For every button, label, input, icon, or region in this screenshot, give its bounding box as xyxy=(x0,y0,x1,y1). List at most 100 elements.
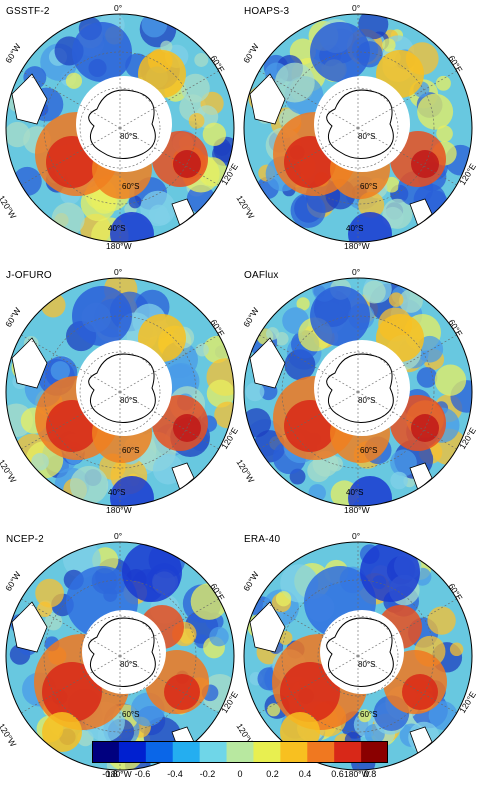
colorbar-outline xyxy=(92,741,388,763)
longitude-gridline xyxy=(357,655,457,714)
colorbar-segment xyxy=(172,741,201,763)
lon-label-180w: 180°W xyxy=(106,769,132,779)
lat-label-80s: 80°S xyxy=(358,660,376,669)
south-america-landmass xyxy=(11,337,48,389)
lat-label-40s: 40°S xyxy=(108,224,126,233)
map-border xyxy=(243,13,473,243)
lon-label-0: 0° xyxy=(352,267,361,277)
colorbar-segment xyxy=(280,741,308,763)
longitude-gridline xyxy=(259,391,359,450)
longitude-gridline xyxy=(357,70,457,129)
longitude-gridline xyxy=(119,334,219,393)
polar-map xyxy=(243,277,473,507)
lat-label-40s: 40°S xyxy=(346,488,364,497)
lat-label-40s: 40°S xyxy=(108,488,126,497)
map-panel: GSSTF-2 0° 180°W 60°W 60°E 120°W 120°E 80°S 60°S… xyxy=(0,4,240,252)
lat-label-60s: 60°S xyxy=(360,446,378,455)
panel-title: NCEP-2 xyxy=(6,534,44,545)
new-zealand-landmass xyxy=(171,198,195,227)
lon-label-180w: 180°W xyxy=(106,241,132,251)
longitude-gridline xyxy=(119,127,219,186)
lat-label-80s: 80°S xyxy=(358,396,376,405)
colorbar-segment xyxy=(92,741,120,763)
polar-map xyxy=(5,13,235,243)
longitude-gridline xyxy=(21,598,121,657)
polar-map xyxy=(5,277,235,507)
colorbar-segment xyxy=(199,741,228,763)
longitude-gridline xyxy=(357,598,457,657)
lon-label-180w: 180°W xyxy=(344,769,370,779)
longitude-gridline xyxy=(259,655,359,714)
colorbar-tick-label: -0.6 xyxy=(134,769,151,779)
lat-label-80s: 80°S xyxy=(120,132,138,141)
map-panel: HOAPS-3 0° 180°W 60°W 60°E 120°W 120°E 80°S 60°S… xyxy=(234,3,478,252)
lat-label-80s: 80°S xyxy=(120,396,138,405)
map-panel: ERA-400°180°W60°W60°E120°W120°E80°S60°S4… xyxy=(234,532,478,780)
lon-label-0: 0° xyxy=(114,267,123,277)
colorbar-segment xyxy=(145,741,174,763)
longitude-gridline xyxy=(259,70,359,129)
map-border xyxy=(243,541,473,771)
longitude-gridline xyxy=(21,70,121,129)
colorbar-tick-label: -0.8 xyxy=(102,769,118,779)
south-america-landmass xyxy=(249,601,286,653)
lat-label-80s: 80°S xyxy=(120,660,138,669)
map-border xyxy=(243,277,473,507)
lat-label-60s: 60°S xyxy=(122,446,140,455)
panel-title: HOAPS-3 xyxy=(244,6,290,17)
south-america-landmass xyxy=(249,337,286,389)
panel-title: OAFlux xyxy=(244,270,279,281)
colorbar-segment xyxy=(253,741,281,763)
colorbar-tick-label: 0.8 xyxy=(363,769,377,779)
map-border xyxy=(5,13,235,243)
lon-label-180w: 180°W xyxy=(106,505,132,515)
colorbar-tick-label: 0 xyxy=(237,769,243,779)
south-america-landmass xyxy=(11,73,48,125)
colorbar-segment xyxy=(226,741,254,763)
map-panel: NCEP-20°180°W60°W60°E120°W120°E80°S60°S4… xyxy=(0,531,240,780)
colorbar-tick-label: 0.4 xyxy=(298,769,312,779)
longitude-gridline xyxy=(259,598,359,657)
new-zealand-landmass xyxy=(171,462,195,491)
longitude-gridline xyxy=(21,334,121,393)
polar-map xyxy=(5,541,235,771)
map-panel: OAFlux 0° 180°W 60°W 60°E 120°W 120°E 80°S 60°S 4… xyxy=(234,267,478,516)
colorbar xyxy=(92,741,388,763)
polar-map xyxy=(243,541,473,771)
map-border xyxy=(5,277,235,507)
colorbar-tick-label: -0.2 xyxy=(199,769,216,779)
lat-label-60s: 60°S xyxy=(360,710,378,719)
longitude-gridline xyxy=(119,598,219,657)
colorbar-segment xyxy=(334,741,362,763)
longitude-gridline xyxy=(119,655,219,714)
lat-label-60s: 60°S xyxy=(122,710,140,719)
lon-label-0: 0° xyxy=(114,531,123,541)
longitude-gridline xyxy=(259,127,359,186)
longitude-gridline xyxy=(119,70,219,129)
lon-label-0: 0° xyxy=(352,3,361,13)
south-america-landmass xyxy=(11,601,48,653)
longitude-gridline xyxy=(357,334,457,393)
colorbar-tick-label: -0.4 xyxy=(167,769,183,779)
longitude-gridline xyxy=(21,391,121,450)
longitude-gridline xyxy=(119,391,219,450)
lon-label-180w: 180°W xyxy=(344,505,370,515)
lat-label-60s: 60°S xyxy=(360,182,378,191)
new-zealand-landmass xyxy=(409,726,433,755)
panel-title: J-OFURO xyxy=(6,270,52,281)
longitude-gridline xyxy=(21,127,121,186)
longitude-gridline xyxy=(357,127,457,186)
panel-title: ERA-40 xyxy=(244,534,281,545)
longitude-gridline xyxy=(259,334,359,393)
new-zealand-landmass xyxy=(409,462,433,491)
lat-label-60s: 60°S xyxy=(122,182,140,191)
lon-label-180w: 180°W xyxy=(344,241,370,251)
panel-title: GSSTF-2 xyxy=(6,6,50,17)
new-zealand-landmass xyxy=(409,198,433,227)
longitude-gridline xyxy=(21,655,121,714)
south-america-landmass xyxy=(249,73,286,125)
colorbar-segment xyxy=(307,741,335,763)
colorbar-segment xyxy=(118,741,147,763)
lat-label-40s: 40°S xyxy=(346,224,364,233)
map-border xyxy=(5,541,235,771)
